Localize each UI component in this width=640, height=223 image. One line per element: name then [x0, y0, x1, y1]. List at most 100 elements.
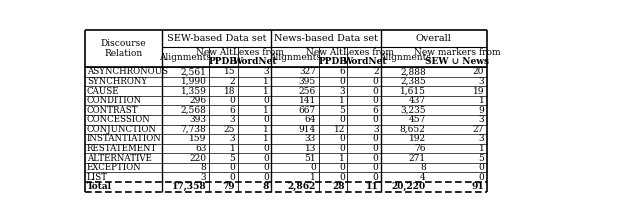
Text: Overall: Overall	[416, 34, 452, 43]
Text: 0: 0	[339, 144, 345, 153]
Text: Alignments: Alignments	[269, 53, 321, 62]
Text: Alignments: Alignments	[379, 53, 431, 62]
Text: 8: 8	[201, 163, 207, 172]
Text: ALTERNATIVE: ALTERNATIVE	[87, 154, 152, 163]
Text: 1: 1	[479, 96, 484, 105]
Text: CONTRAST: CONTRAST	[87, 106, 139, 115]
Text: Alignments: Alignments	[159, 53, 211, 62]
Text: 0: 0	[373, 115, 379, 124]
Text: 33: 33	[305, 134, 316, 143]
Text: 3: 3	[479, 134, 484, 143]
Text: 1: 1	[263, 134, 269, 143]
Text: 0: 0	[230, 163, 236, 172]
Text: 64: 64	[305, 115, 316, 124]
Text: WordNet: WordNet	[232, 57, 277, 66]
Text: 271: 271	[408, 154, 426, 163]
Text: Discourse
Relation: Discourse Relation	[100, 39, 146, 58]
Text: 11: 11	[366, 182, 379, 191]
Text: 192: 192	[408, 134, 426, 143]
Text: SEW ∪ News: SEW ∪ News	[426, 57, 490, 66]
Text: SEW-based Data set: SEW-based Data set	[167, 34, 266, 43]
Text: 6: 6	[373, 106, 379, 115]
Text: 8: 8	[262, 182, 269, 191]
Text: 2: 2	[230, 77, 236, 86]
Text: 0: 0	[479, 163, 484, 172]
Text: CONJUNCTION: CONJUNCTION	[87, 125, 157, 134]
Text: 7,738: 7,738	[180, 125, 207, 134]
Text: 91: 91	[472, 182, 484, 191]
Text: 3,235: 3,235	[400, 106, 426, 115]
Text: 8,652: 8,652	[400, 125, 426, 134]
Text: 76: 76	[414, 144, 426, 153]
Text: 3: 3	[339, 87, 345, 95]
Text: 5: 5	[229, 154, 236, 163]
Text: PPDB: PPDB	[319, 57, 348, 66]
Text: 2,568: 2,568	[180, 106, 207, 115]
Text: 9: 9	[479, 106, 484, 115]
Text: 296: 296	[189, 96, 207, 105]
Text: 3: 3	[479, 77, 484, 86]
Text: 3: 3	[230, 115, 236, 124]
Text: 3: 3	[201, 173, 207, 182]
Text: 20: 20	[473, 67, 484, 76]
Text: Total: Total	[87, 182, 112, 191]
Text: 0: 0	[263, 154, 269, 163]
Text: 20,220: 20,220	[392, 182, 426, 191]
Text: 0: 0	[479, 173, 484, 182]
Text: 1: 1	[339, 154, 345, 163]
Text: 12: 12	[333, 125, 345, 134]
Text: 19: 19	[473, 87, 484, 95]
Text: 0: 0	[263, 96, 269, 105]
Text: 0: 0	[339, 77, 345, 86]
Text: PPDB: PPDB	[209, 57, 238, 66]
Text: LIST: LIST	[87, 173, 108, 182]
Text: 0: 0	[373, 163, 379, 172]
Text: 0: 0	[339, 173, 345, 182]
Text: CAUSE: CAUSE	[87, 87, 120, 95]
Text: 914: 914	[299, 125, 316, 134]
Text: 159: 159	[189, 134, 207, 143]
Text: 395: 395	[299, 77, 316, 86]
Text: 0: 0	[339, 115, 345, 124]
Text: 1: 1	[263, 106, 269, 115]
Text: 0: 0	[373, 154, 379, 163]
Text: 1: 1	[479, 144, 484, 153]
Text: 8: 8	[420, 163, 426, 172]
Text: 1,615: 1,615	[400, 87, 426, 95]
Text: 5: 5	[478, 154, 484, 163]
Text: 0: 0	[263, 144, 269, 153]
Text: 2,385: 2,385	[400, 77, 426, 86]
Text: 393: 393	[189, 115, 207, 124]
Text: 141: 141	[299, 96, 316, 105]
Text: 6: 6	[230, 106, 236, 115]
Text: 51: 51	[305, 154, 316, 163]
Text: 437: 437	[408, 96, 426, 105]
Text: 327: 327	[299, 67, 316, 76]
Text: 2,561: 2,561	[180, 67, 207, 76]
Text: RESTATEMENT: RESTATEMENT	[87, 144, 157, 153]
Text: 17,358: 17,358	[172, 182, 207, 191]
Text: 6: 6	[339, 67, 345, 76]
Text: 63: 63	[195, 144, 207, 153]
Text: 0: 0	[263, 173, 269, 182]
Text: 1: 1	[263, 87, 269, 95]
Text: 1: 1	[263, 125, 269, 134]
Text: 3: 3	[230, 134, 236, 143]
Text: 79: 79	[223, 182, 236, 191]
Text: 3: 3	[373, 125, 379, 134]
Text: 27: 27	[473, 125, 484, 134]
Text: 18: 18	[224, 87, 236, 95]
Text: 0: 0	[373, 144, 379, 153]
Text: CONDITION: CONDITION	[87, 96, 142, 105]
Text: New markers from: New markers from	[414, 48, 500, 58]
Text: WordNet: WordNet	[342, 57, 387, 66]
Text: 2: 2	[373, 67, 379, 76]
Text: 15: 15	[223, 67, 236, 76]
Text: 3: 3	[479, 115, 484, 124]
Text: 0: 0	[339, 134, 345, 143]
Text: 0: 0	[263, 163, 269, 172]
Text: 0: 0	[373, 173, 379, 182]
Text: CONCESSION: CONCESSION	[87, 115, 150, 124]
Text: 0: 0	[310, 163, 316, 172]
Text: 0: 0	[373, 77, 379, 86]
